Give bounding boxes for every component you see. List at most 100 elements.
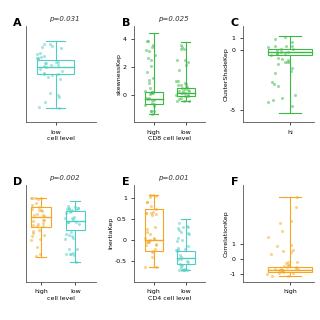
Point bbox=[274, 244, 279, 249]
Point bbox=[272, 44, 277, 49]
Point bbox=[38, 208, 43, 213]
Point bbox=[37, 207, 42, 212]
Point bbox=[276, 84, 281, 89]
Point bbox=[183, 86, 188, 92]
Point bbox=[154, 264, 159, 269]
Point bbox=[66, 220, 71, 225]
Point bbox=[68, 230, 74, 235]
Point bbox=[186, 92, 191, 97]
Point bbox=[64, 210, 69, 215]
Point bbox=[286, 60, 291, 65]
Point bbox=[290, 65, 295, 70]
Point bbox=[290, 39, 295, 44]
Point bbox=[286, 262, 291, 267]
Point bbox=[180, 267, 185, 272]
Point bbox=[181, 267, 186, 272]
Point bbox=[179, 91, 184, 96]
Point bbox=[55, 63, 60, 68]
Point bbox=[276, 270, 282, 276]
Point bbox=[184, 63, 189, 68]
Point bbox=[150, 212, 155, 218]
Point bbox=[272, 71, 277, 76]
Point bbox=[282, 60, 287, 65]
Point bbox=[289, 68, 294, 74]
Point bbox=[266, 45, 271, 50]
Point bbox=[37, 67, 42, 72]
Point bbox=[41, 217, 46, 222]
Point bbox=[179, 254, 184, 260]
Bar bbox=[268, 49, 312, 55]
Point bbox=[178, 229, 183, 235]
Point bbox=[42, 71, 47, 76]
Point bbox=[144, 226, 149, 231]
Point bbox=[150, 193, 155, 198]
Point bbox=[183, 82, 188, 87]
Point bbox=[62, 236, 68, 242]
Point bbox=[280, 269, 285, 275]
Point bbox=[181, 225, 186, 230]
Text: p=0.031: p=0.031 bbox=[49, 16, 80, 22]
Point bbox=[152, 102, 157, 107]
Point bbox=[186, 98, 191, 103]
Point bbox=[30, 233, 35, 238]
Point bbox=[279, 47, 284, 52]
Point bbox=[272, 81, 277, 86]
Point bbox=[34, 212, 39, 217]
Point bbox=[36, 57, 41, 62]
Point bbox=[69, 207, 75, 212]
Point bbox=[144, 96, 149, 101]
Point bbox=[147, 48, 152, 53]
Point bbox=[35, 55, 40, 60]
Point bbox=[179, 256, 184, 261]
Point bbox=[76, 221, 81, 226]
Point bbox=[43, 60, 48, 65]
Point bbox=[73, 259, 78, 264]
Point bbox=[75, 205, 80, 210]
Point bbox=[58, 45, 63, 51]
Point bbox=[175, 235, 180, 240]
Point bbox=[178, 266, 183, 271]
Point bbox=[37, 51, 43, 56]
Point bbox=[153, 206, 158, 211]
Text: F: F bbox=[231, 177, 238, 187]
Point bbox=[152, 236, 157, 241]
Point bbox=[284, 60, 289, 65]
Point bbox=[69, 234, 75, 239]
Text: A: A bbox=[13, 18, 21, 28]
Point bbox=[177, 252, 182, 258]
Point bbox=[275, 61, 280, 66]
Point bbox=[56, 94, 61, 100]
Point bbox=[278, 221, 283, 226]
Point bbox=[42, 71, 47, 76]
Point bbox=[29, 195, 35, 200]
Point bbox=[269, 79, 275, 84]
Point bbox=[146, 55, 151, 60]
Point bbox=[177, 96, 182, 101]
Point bbox=[145, 239, 150, 244]
Point bbox=[148, 108, 154, 114]
Point bbox=[44, 64, 49, 69]
Point bbox=[184, 84, 189, 89]
Point bbox=[144, 229, 149, 234]
Point bbox=[273, 37, 278, 42]
Point bbox=[31, 230, 36, 236]
Point bbox=[182, 246, 188, 251]
Point bbox=[38, 54, 44, 59]
Y-axis label: skewnessKep: skewnessKep bbox=[116, 53, 122, 95]
Bar bbox=[145, 209, 163, 251]
Point bbox=[285, 49, 291, 54]
Point bbox=[293, 266, 298, 271]
Point bbox=[148, 195, 153, 200]
Point bbox=[176, 78, 181, 83]
Point bbox=[66, 220, 71, 225]
Text: p=0.025: p=0.025 bbox=[158, 16, 188, 22]
Point bbox=[176, 226, 181, 231]
Point bbox=[63, 231, 68, 236]
Text: C: C bbox=[231, 18, 239, 28]
Point bbox=[278, 266, 283, 271]
Point bbox=[284, 260, 289, 265]
Point bbox=[43, 100, 48, 105]
Point bbox=[185, 260, 190, 265]
Point bbox=[149, 254, 155, 259]
Point bbox=[290, 247, 295, 252]
